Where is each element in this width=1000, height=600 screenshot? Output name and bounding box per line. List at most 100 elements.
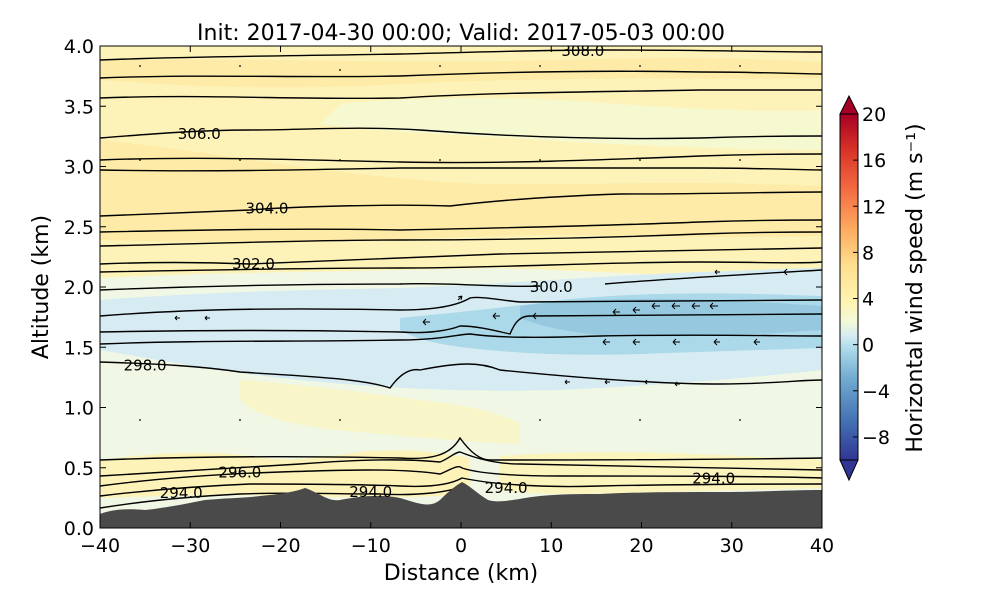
wind-dot — [239, 65, 241, 67]
wind-arrow — [457, 295, 463, 301]
wind-dot — [539, 159, 541, 161]
contour-label: 304.0 — [245, 200, 288, 218]
y-tick-label: 3.5 — [64, 96, 94, 118]
wind-arrow — [422, 318, 430, 326]
colorbar-tick-label: 12 — [862, 196, 886, 218]
colorbar-body — [839, 113, 859, 461]
y-tick-label: 2.0 — [64, 277, 94, 299]
contour-line — [100, 333, 822, 345]
colorbar-extend-top — [839, 94, 859, 115]
wind-arrow — [564, 379, 570, 385]
x-tick-label: 20 — [629, 535, 653, 557]
fill-warm-mid — [240, 380, 520, 444]
contour-line — [100, 153, 822, 164]
wind-arrow — [204, 315, 210, 321]
x-tick-label: −10 — [351, 535, 391, 557]
wind-arrow — [532, 312, 540, 320]
contour-line — [100, 282, 541, 291]
colorbar-extend-bottom — [839, 459, 859, 482]
wind-dot — [639, 159, 641, 161]
colorbar-label: Horizontal wind speed (m s⁻¹) — [903, 123, 928, 452]
colorbar-tick-label: 20 — [862, 104, 886, 126]
contour-line — [100, 465, 822, 487]
wind-arrow — [783, 268, 790, 276]
wind-arrow — [674, 381, 680, 387]
contour-line — [100, 49, 822, 61]
contour-line — [100, 477, 822, 497]
contour-label: 300.0 — [530, 278, 573, 296]
wind-dot — [739, 65, 741, 67]
contour-line — [100, 436, 822, 461]
isentrope-lines — [100, 49, 822, 509]
contour-label: 294.0 — [485, 479, 528, 497]
wind-arrow — [713, 338, 720, 346]
y-tick-label: 0.0 — [64, 518, 94, 540]
wind-arrow — [612, 308, 620, 316]
x-axis-label: Distance (km) — [384, 561, 539, 586]
contour-label: 308.0 — [561, 42, 604, 60]
wind-dot — [239, 159, 241, 161]
wind-arrow — [632, 338, 640, 346]
contour-label: 302.0 — [232, 255, 275, 273]
contour-line — [100, 313, 822, 335]
x-tick-label: −20 — [260, 535, 300, 557]
chart-title: Init: 2017-04-30 00:00; Valid: 2017-05-0… — [197, 21, 725, 46]
wind-arrow — [492, 312, 500, 320]
contour-label: 296.0 — [218, 464, 261, 482]
contour-line — [100, 167, 822, 172]
wind-dot — [739, 159, 741, 161]
fill-warm-low-1 — [100, 450, 470, 498]
contour-line — [100, 191, 822, 217]
wind-dot — [139, 159, 141, 161]
contour-line — [100, 127, 822, 140]
contour-label: 294.0 — [349, 483, 392, 501]
contour-label: 298.0 — [124, 356, 167, 374]
wind-arrow — [174, 315, 180, 321]
x-tick-label: 30 — [720, 535, 744, 557]
wind-dot — [339, 159, 341, 161]
x-tick-label: −30 — [170, 535, 210, 557]
contour-label: 294.0 — [160, 484, 203, 502]
wind-dot — [639, 419, 641, 421]
contour-line — [100, 219, 822, 233]
wind-dots — [139, 65, 741, 421]
wind-dot — [439, 65, 441, 67]
y-tick-label: 1.0 — [64, 398, 94, 420]
contour-line — [100, 247, 822, 265]
wind-dot — [139, 419, 141, 421]
wind-arrow — [709, 302, 718, 310]
fill-warm-strong-2 — [100, 140, 822, 242]
contour-label: 306.0 — [178, 125, 221, 143]
wind-arrow — [691, 302, 700, 310]
fill-pale-band — [320, 98, 822, 150]
y-axis-label: Altitude (km) — [29, 215, 54, 359]
wind-dot — [139, 65, 141, 67]
wind-arrow — [714, 269, 720, 275]
y-tick-label: 3.0 — [64, 157, 94, 179]
colorbar: −8 −4 0 4 8 12 16 20 Horizontal wind speed (m s… — [839, 94, 928, 482]
colorbar-tick-label: 8 — [862, 242, 874, 264]
wind-arrow — [672, 338, 680, 346]
wind-arrow — [651, 302, 660, 310]
wind-dot — [339, 69, 341, 71]
wind-dot — [739, 419, 741, 421]
colorbar-tick-label: 16 — [862, 150, 886, 172]
contour-label: 294.0 — [692, 470, 735, 488]
wind-arrow — [604, 379, 610, 385]
contour-line — [100, 261, 822, 273]
wind-arrow — [644, 379, 650, 385]
wind-arrow — [632, 306, 640, 314]
wind-arrow — [753, 338, 760, 346]
y-tick-label: 4.0 — [64, 36, 94, 58]
colorbar-tick-label: −8 — [862, 427, 890, 449]
wind-vectors — [174, 268, 790, 387]
wind-dot — [639, 65, 641, 67]
wind-dot — [439, 159, 441, 161]
y-tick-label: 1.5 — [64, 337, 94, 359]
wind-dot — [539, 65, 541, 67]
contour-line — [100, 361, 822, 389]
contour-labels: 308.0 306.0 304.0 302.0 300.0 298.0 296.0 294.0… — [124, 42, 736, 502]
wind-dot — [539, 419, 541, 421]
x-tick-label: 10 — [539, 535, 563, 557]
